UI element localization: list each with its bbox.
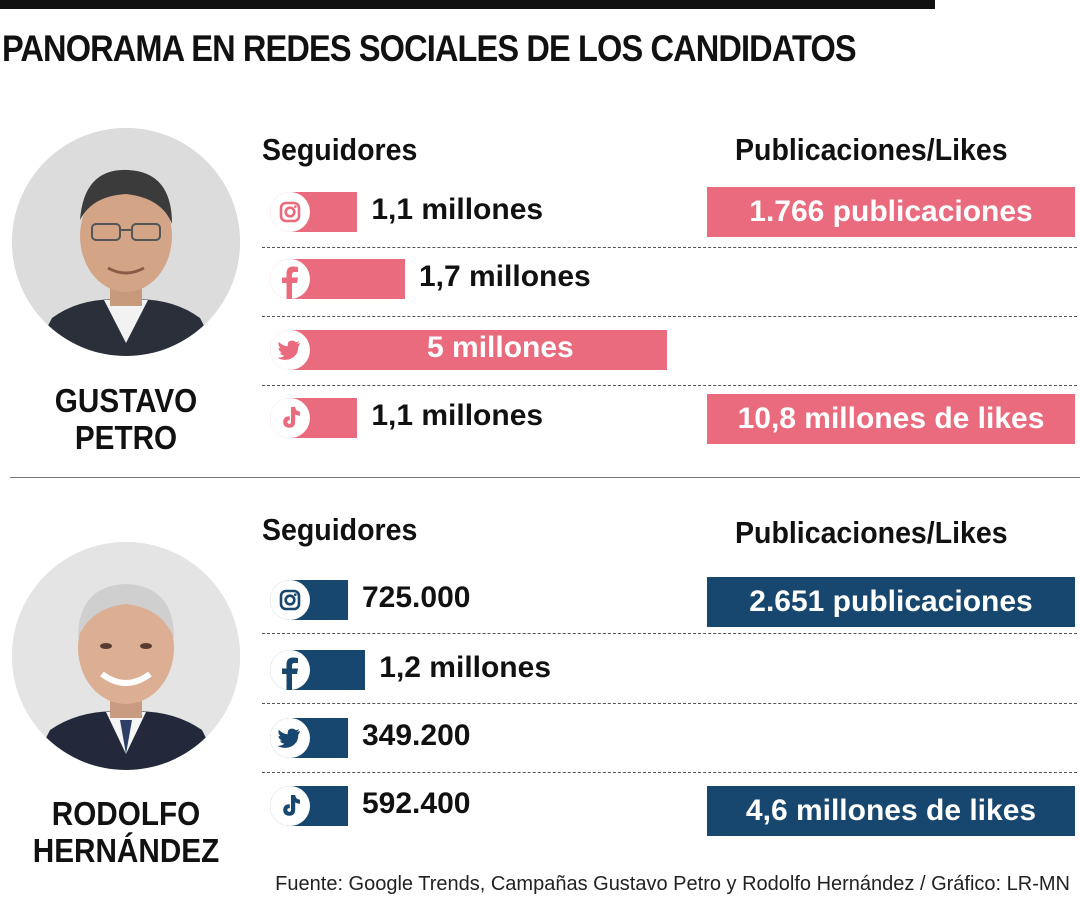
rodolfo-tiktok-icon	[270, 786, 310, 826]
rodolfo-publications-badge: 2.651 publicaciones	[707, 577, 1075, 627]
rodolfo-facebook-value: 1,2 millones	[379, 651, 552, 684]
rodolfo-name-line-1: RODOLFO	[51, 795, 201, 832]
rodolfo-twitter-icon	[270, 718, 310, 758]
petro-separator-1	[262, 247, 1077, 248]
petro-name-line-2: PETRO	[74, 419, 178, 456]
petro-followers-header: Seguidores	[262, 132, 418, 167]
rodolfo-stats-header: Publicaciones/Likes	[735, 515, 1008, 550]
petro-twitter-value: 5 millones	[427, 331, 574, 364]
petro-publications-badge: 1.766 publicaciones	[707, 187, 1075, 237]
petro-name: GUSTAVO PETRO	[18, 382, 234, 456]
petro-stats-header: Publicaciones/Likes	[735, 132, 1008, 167]
rodolfo-name: RODOLFO HERNÁNDEZ	[18, 795, 234, 869]
petro-twitter-bar	[270, 330, 667, 370]
rodolfo-photo	[12, 542, 240, 770]
section-divider	[10, 477, 1080, 478]
rodolfo-tiktok-value: 592.400	[362, 787, 471, 820]
rodolfo-twitter-value: 349.200	[362, 719, 471, 752]
rodolfo-facebook-icon	[270, 650, 310, 690]
petro-likes-badge: 10,8 millones de likes	[707, 394, 1075, 444]
rodolfo-instagram-icon	[270, 580, 310, 620]
rodolfo-followers-header: Seguidores	[262, 512, 418, 547]
rodolfo-separator-1	[262, 633, 1077, 634]
rodolfo-separator-3	[262, 772, 1077, 773]
petro-facebook-value: 1,7 millones	[418, 260, 591, 293]
rodolfo-name-line-2: HERNÁNDEZ	[32, 832, 220, 869]
petro-tiktok-value: 1,1 millones	[371, 399, 544, 432]
rodolfo-instagram-value: 725.000	[362, 581, 471, 614]
petro-separator-3	[262, 385, 1077, 386]
petro-instagram-icon	[270, 192, 310, 232]
rodolfo-likes-badge: 4,6 millones de likes	[707, 786, 1075, 836]
petro-separator-2	[262, 316, 1077, 317]
rodolfo-separator-2	[262, 703, 1077, 704]
petro-tiktok-icon	[270, 398, 310, 438]
petro-twitter-icon	[270, 330, 310, 370]
infographic-title: PANORAMA EN REDES SOCIALES DE LOS CANDID…	[2, 28, 857, 69]
top-rule	[0, 0, 935, 9]
petro-name-line-1: GUSTAVO	[54, 382, 198, 419]
petro-facebook-icon	[270, 259, 310, 299]
petro-instagram-value: 1,1 millones	[371, 193, 544, 226]
source-note: Fuente: Google Trends, Campañas Gustavo …	[275, 873, 1070, 895]
petro-photo	[12, 128, 240, 356]
